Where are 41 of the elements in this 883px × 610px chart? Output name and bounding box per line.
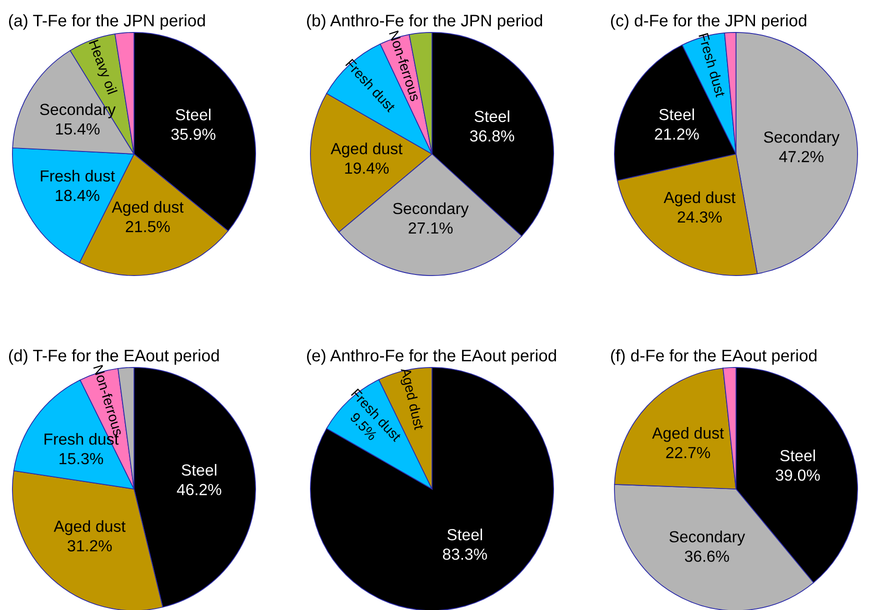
data-label: 39.0% [776, 470, 820, 481]
slice-label: Aged dust [330, 142, 402, 158]
slice-label: Fresh dust [698, 32, 726, 98]
slice-label: Secondary [393, 202, 469, 218]
data-label: 31.2% [68, 540, 112, 552]
slice-label: Aged dust [112, 200, 184, 216]
chart-title: (d) T-Fe for the EAout period [9, 349, 219, 365]
slice-label: Aged dust [664, 191, 736, 206]
chart-title: (e) Anthro-Fe for the EAout period [307, 349, 556, 365]
data-label: 21.2% [654, 128, 699, 140]
data-label: 18.4% [56, 190, 100, 202]
slice-label: Steel [182, 464, 216, 476]
data-label: 19.4% [345, 162, 389, 174]
chart-title: (f) d-Fe for the EAout period [611, 349, 816, 365]
data-label: 22.7% [666, 446, 710, 458]
data-label: 35.9% [171, 128, 216, 140]
slice-label: Fresh dust [40, 170, 115, 182]
slice-label: Aged dust [398, 367, 425, 431]
slice-label: Aged dust [54, 520, 126, 536]
slice-label: Steel [176, 108, 210, 120]
slice-label: Secondary [764, 131, 840, 146]
slice-label: Heavy oil [86, 39, 118, 96]
data-label: 24.3% [678, 211, 722, 223]
chart-title: (a) T-Fe for the JPN period [9, 14, 205, 30]
slice-label: Aged dust [652, 427, 724, 442]
slice-label: Steel [659, 108, 694, 120]
data-label: 46.2% [176, 484, 222, 496]
data-label: 27.1% [408, 222, 453, 234]
slice-label: Steel [780, 450, 815, 462]
slice-label: Steel [474, 110, 510, 122]
data-label: 83.3% [442, 548, 487, 560]
data-label: 15.4% [56, 123, 100, 135]
data-label: 36.8% [470, 130, 514, 142]
slice-label: Steel [447, 528, 482, 540]
data-label: 47.2% [779, 150, 824, 162]
chart-title: (b) Anthro-Fe for the JPN period [307, 14, 542, 30]
chart-title: (c) d-Fe for the JPN period [611, 14, 806, 30]
slice-label: Secondary [669, 530, 746, 546]
data-label: 36.6% [684, 550, 730, 562]
data-label: 15.3% [60, 452, 104, 464]
data-label: 21.5% [126, 220, 170, 232]
